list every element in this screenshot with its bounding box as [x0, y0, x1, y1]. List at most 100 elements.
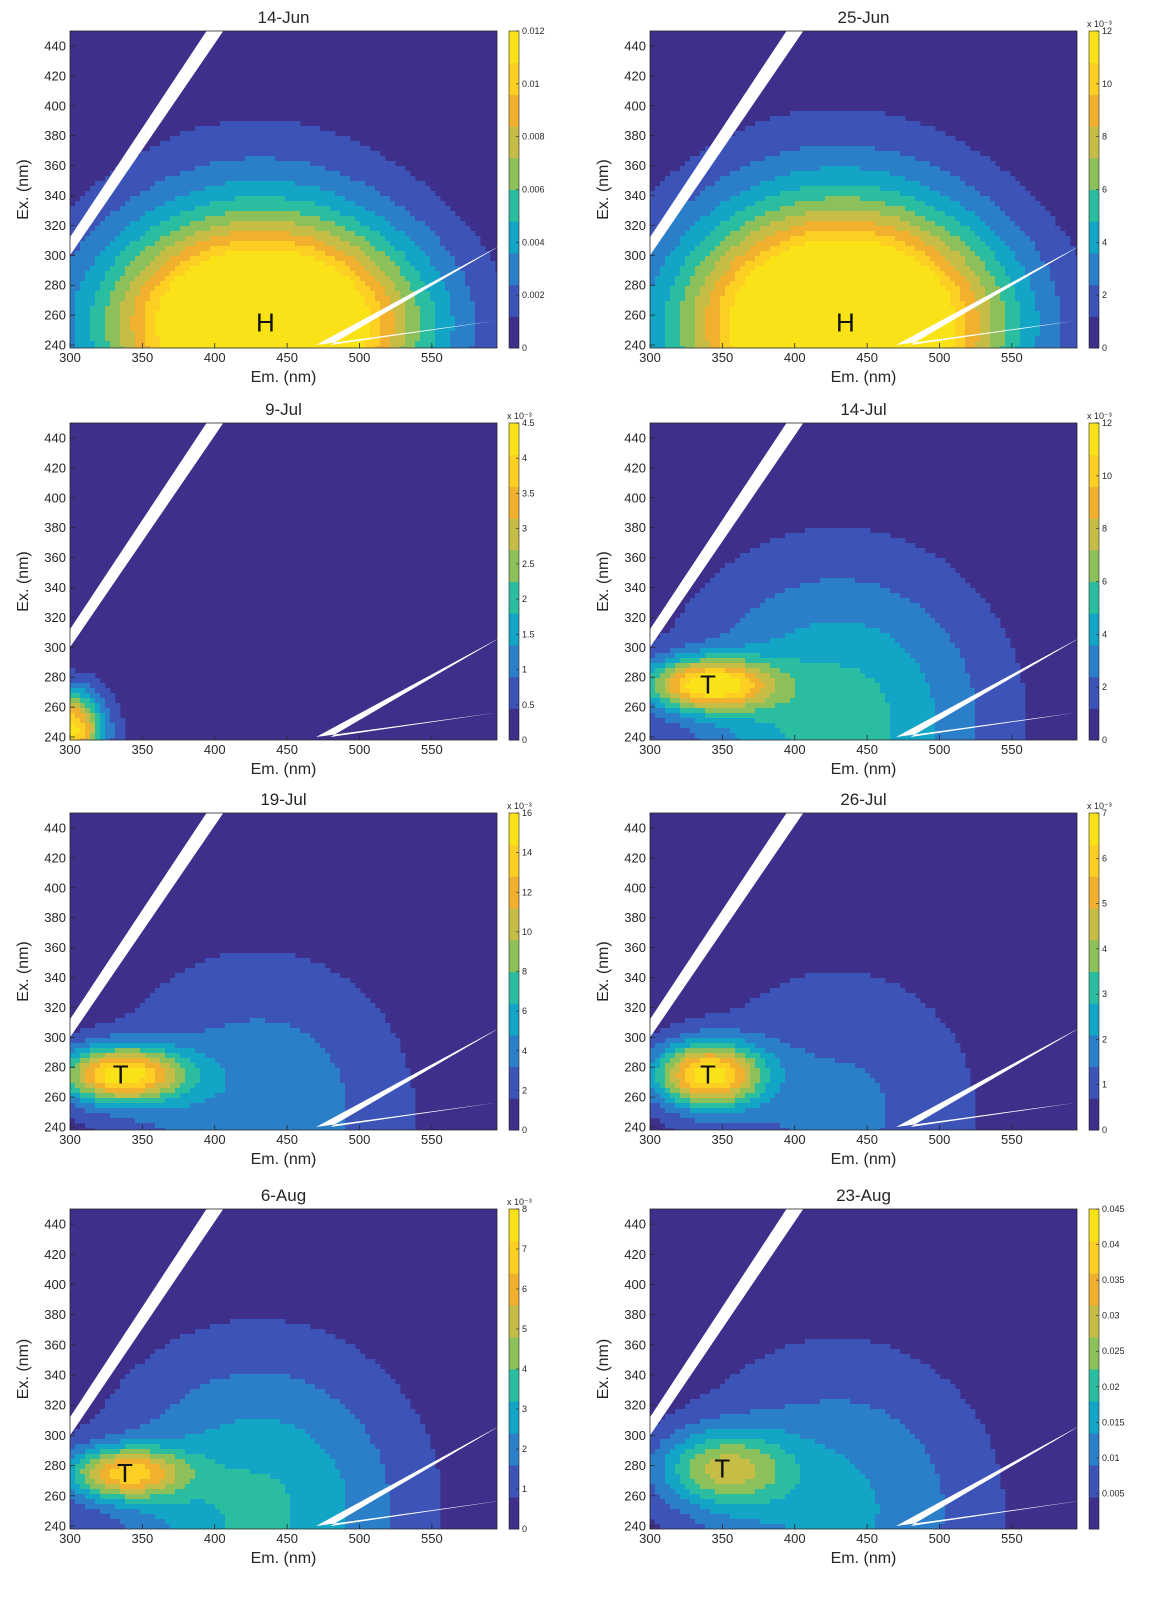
x-tick-label: 300: [639, 1531, 661, 1546]
x-tick-label: 350: [712, 742, 734, 757]
colorbar-tick-label: 0.5: [522, 700, 535, 710]
rayleigh-scatter-band: [650, 813, 804, 1038]
raman-scatter-band: [316, 639, 497, 737]
y-tick-label: 300: [624, 248, 646, 263]
colorbar-exponent: x 10⁻³: [507, 411, 532, 421]
y-tick-label: 260: [624, 308, 646, 323]
plot-frame: [69, 30, 498, 349]
colorbar: 0 2 4 6 8 10 12x 10⁻³: [1087, 19, 1112, 353]
x-tick-label: 350: [132, 350, 154, 365]
colorbar-tick-label: 1: [522, 1484, 527, 1494]
raman-scatter-band: [896, 639, 1077, 737]
x-tick-label: 300: [59, 1132, 81, 1147]
panel-title: 6-Aug: [261, 1186, 306, 1205]
y-tick-label: 340: [44, 970, 66, 985]
colorbar-tick-label: 6: [1102, 853, 1107, 863]
y-tick-label: 420: [44, 68, 66, 83]
colorbar-tick-label: 7: [1102, 808, 1107, 818]
colorbar-tick-label: 5: [1102, 899, 1107, 909]
x-tick-label: 400: [204, 742, 226, 757]
y-tick-label: 360: [44, 158, 66, 173]
colorbar-tick-label: 8: [1102, 524, 1107, 534]
plot-frame: [649, 1208, 1078, 1530]
x-tick-label: 500: [349, 742, 371, 757]
colorbar-tick-label: 4: [1102, 944, 1107, 954]
y-tick-label: 280: [44, 1060, 66, 1075]
y-axis-label: Ex. (nm): [595, 551, 612, 611]
colorbar-tick-label: 0.045: [1102, 1204, 1125, 1214]
x-axis-label: Em. (nm): [831, 1550, 897, 1567]
peak-label: T: [700, 1060, 716, 1090]
colorbar-tick-label: 0: [522, 1125, 527, 1135]
x-tick-label: 550: [1001, 1132, 1023, 1147]
colorbar-tick-label: 0.008: [522, 132, 545, 142]
colorbar-tick-label: 0.02: [1102, 1382, 1120, 1392]
x-tick-label: 450: [276, 742, 298, 757]
x-axis-label: Em. (nm): [251, 761, 317, 778]
y-tick-label: 440: [624, 430, 646, 445]
y-tick-label: 340: [624, 1368, 646, 1383]
colorbar: 0.005 0.01 0.015 0.02 0.025 0.03 0.035 0.04 0.04…: [1088, 1204, 1125, 1530]
x-axis-label: Em. (nm): [251, 369, 317, 386]
colorbar-exponent: x 10⁻³: [507, 1197, 532, 1207]
y-tick-label: 260: [44, 1090, 66, 1105]
y-tick-label: 440: [44, 820, 66, 835]
x-tick-label: 450: [856, 350, 878, 365]
colorbar-tick-label: 10: [1102, 471, 1112, 481]
y-tick-label: 340: [624, 188, 646, 203]
y-tick-label: 380: [44, 128, 66, 143]
rayleigh-scatter-band: [650, 1209, 804, 1436]
raman-scatter-band: [316, 1427, 497, 1526]
y-tick-label: 280: [624, 1060, 646, 1075]
y-tick-label: 380: [44, 520, 66, 535]
peak-label: T: [714, 1454, 730, 1484]
colorbar-tick-label: 0.012: [522, 26, 545, 36]
y-tick-label: 440: [624, 1217, 646, 1232]
y-tick-label: 380: [624, 520, 646, 535]
y-tick-label: 340: [624, 970, 646, 985]
y-tick-label: 340: [44, 1368, 66, 1383]
y-tick-label: 260: [624, 700, 646, 715]
x-tick-label: 400: [784, 1531, 806, 1546]
colorbar-tick-label: 4: [1102, 629, 1107, 639]
colorbar-tick-label: 8: [522, 967, 527, 977]
y-tick-label: 280: [44, 1458, 66, 1473]
y-tick-label: 320: [624, 610, 646, 625]
rayleigh-scatter-band: [650, 423, 804, 648]
colorbar: 0 0.002 0.004 0.006 0.008 0.01 0.012: [508, 26, 545, 353]
colorbar: 0 2 4 6 8 10 12x 10⁻³: [1087, 411, 1112, 745]
x-axis-label: Em. (nm): [251, 1550, 317, 1567]
colorbar-tick-label: 4: [522, 1046, 527, 1056]
colorbar-tick-label: 0: [522, 735, 527, 745]
y-tick-label: 340: [44, 188, 66, 203]
x-tick-label: 350: [712, 1132, 734, 1147]
panel-title: 26-Jul: [840, 790, 886, 809]
y-tick-label: 320: [44, 218, 66, 233]
x-axis-label: Em. (nm): [831, 1151, 897, 1168]
y-tick-label: 320: [624, 1398, 646, 1413]
x-tick-label: 550: [421, 742, 443, 757]
y-tick-label: 420: [624, 460, 646, 475]
colorbar-tick-label: 4: [522, 1364, 527, 1374]
y-tick-label: 380: [624, 1307, 646, 1322]
peak-label: T: [700, 670, 716, 700]
rayleigh-scatter-band: [70, 423, 224, 648]
plot-frame: [69, 422, 498, 741]
x-tick-label: 350: [132, 1531, 154, 1546]
colorbar-tick-label: 6: [522, 1006, 527, 1016]
colorbar-tick-label: 0.025: [1102, 1346, 1125, 1356]
y-tick-label: 340: [44, 580, 66, 595]
colorbar-tick-label: 12: [522, 887, 532, 897]
x-tick-label: 350: [132, 1132, 154, 1147]
colorbar-tick-label: 0.01: [1102, 1453, 1120, 1463]
colorbar-tick-label: 10: [1102, 79, 1112, 89]
y-tick-label: 400: [44, 1277, 66, 1292]
x-tick-label: 550: [1001, 742, 1023, 757]
y-axis-label: Ex. (nm): [15, 159, 32, 219]
y-axis-label: Ex. (nm): [15, 1339, 32, 1399]
peak-label: H: [836, 308, 855, 338]
x-tick-label: 350: [712, 1531, 734, 1546]
rayleigh-scatter-band: [70, 1209, 224, 1436]
y-tick-label: 320: [44, 610, 66, 625]
